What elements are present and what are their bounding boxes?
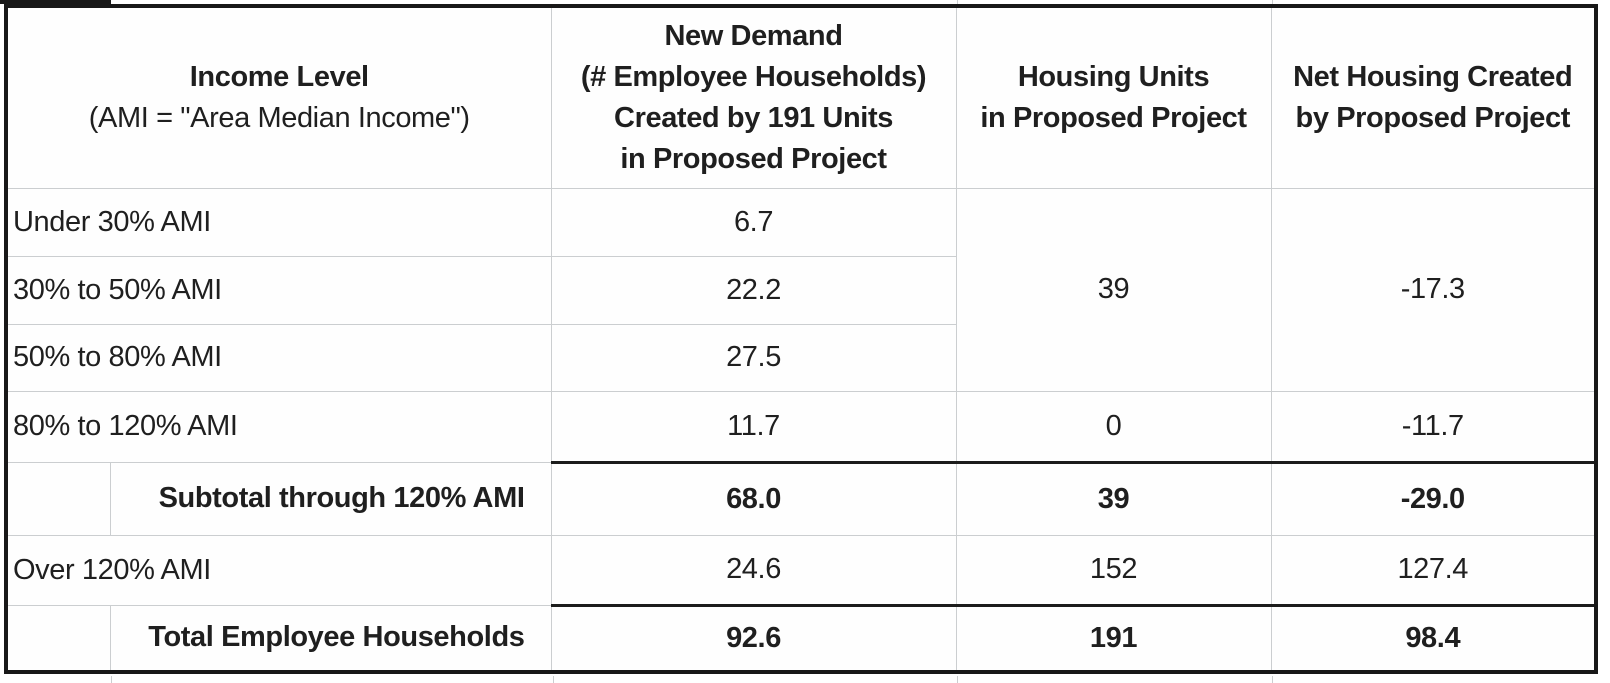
ami-definition: (AMI = "Area Median Income") — [88, 101, 470, 134]
column-header-new-demand: New Demand (# Employee Households) Creat… — [550, 6, 956, 188]
cell-label-80-to-120: 80% to 120% AMI — [6, 390, 551, 462]
cell-units-subtotal: 39 — [955, 460, 1271, 535]
cell-indent-spacer — [6, 461, 110, 535]
cell-label-subtotal: Subtotal through 120% AMI — [109, 461, 551, 535]
cell-units-total: 191 — [955, 603, 1271, 672]
income-level-title: Income Level — [189, 60, 369, 93]
header-line: Created by 191 Units — [614, 101, 893, 134]
header-line: in Proposed Project — [620, 142, 887, 175]
cell-demand-under-30: 6.7 — [550, 187, 956, 256]
header-line: in Proposed Project — [980, 101, 1247, 134]
table-row-subtotal: Subtotal through 120% AMI 68.0 39 -29.0 — [6, 460, 1596, 535]
gridline-remnant-bottom — [111, 676, 112, 683]
table-row-over-120: Over 120% AMI 24.6 152 127.4 — [6, 534, 1596, 605]
gridline-remnant-bottom — [957, 676, 958, 683]
column-header-net-housing: Net Housing Created by Proposed Project — [1270, 6, 1596, 188]
cell-net-total: 98.4 — [1270, 603, 1596, 672]
header-line: Housing Units — [1017, 60, 1210, 93]
cell-demand-50-to-80: 27.5 — [550, 323, 956, 391]
table-row-30-to-50: 30% to 50% AMI 22.2 — [6, 255, 1596, 324]
column-header-housing-units: Housing Units in Proposed Project — [955, 6, 1271, 188]
top-left-border-remnant — [0, 0, 111, 4]
cell-label-total: Total Employee Households — [109, 604, 551, 672]
table-row-under-30: Under 30% AMI 6.7 39 -17.3 — [6, 187, 1596, 391]
cell-net-80-to-120: -11.7 — [1270, 390, 1596, 462]
header-line: by Proposed Project — [1295, 101, 1571, 134]
gridline-remnant-bottom — [553, 676, 554, 683]
gridline-remnant-top — [1272, 0, 1273, 4]
header-row: Income Level (AMI = "Area Median Income"… — [6, 6, 1596, 188]
cell-demand-over-120: 24.6 — [550, 534, 956, 605]
header-line: (# Employee Households) — [580, 60, 927, 93]
table-row-80-to-120: 80% to 120% AMI 11.7 0 -11.7 — [6, 390, 1596, 462]
table-row-total: Total Employee Households 92.6 191 98.4 — [6, 603, 1596, 672]
cell-indent-spacer — [6, 604, 110, 672]
cell-label-50-to-80: 50% to 80% AMI — [6, 323, 551, 391]
cell-net-over-120: 127.4 — [1270, 534, 1596, 605]
column-header-income-level: Income Level (AMI = "Area Median Income"… — [6, 6, 551, 188]
header-line: Net Housing Created — [1293, 60, 1573, 93]
housing-demand-table: Income Level (AMI = "Area Median Income"… — [4, 4, 1598, 674]
cell-label-over-120: Over 120% AMI — [6, 534, 551, 605]
cell-demand-30-to-50: 22.2 — [550, 255, 956, 324]
cell-units-80-to-120: 0 — [955, 390, 1271, 462]
header-line: New Demand — [664, 19, 843, 52]
cell-net-subtotal: -29.0 — [1270, 460, 1596, 535]
gridline-remnant-bottom — [1272, 676, 1273, 683]
cell-label-under-30: Under 30% AMI — [6, 187, 551, 256]
cell-units-merged-under-120: 39 — [955, 187, 1271, 391]
cell-demand-subtotal: 68.0 — [550, 460, 956, 535]
table-row-50-to-80: 50% to 80% AMI 27.5 — [6, 323, 1596, 391]
cell-demand-80-to-120: 11.7 — [550, 390, 956, 462]
cell-units-over-120: 152 — [955, 534, 1271, 605]
cell-label-30-to-50: 30% to 50% AMI — [6, 255, 551, 324]
cell-demand-total: 92.6 — [550, 603, 956, 672]
gridline-remnant-top — [957, 0, 958, 4]
cell-net-merged-under-120: -17.3 — [1270, 187, 1596, 391]
